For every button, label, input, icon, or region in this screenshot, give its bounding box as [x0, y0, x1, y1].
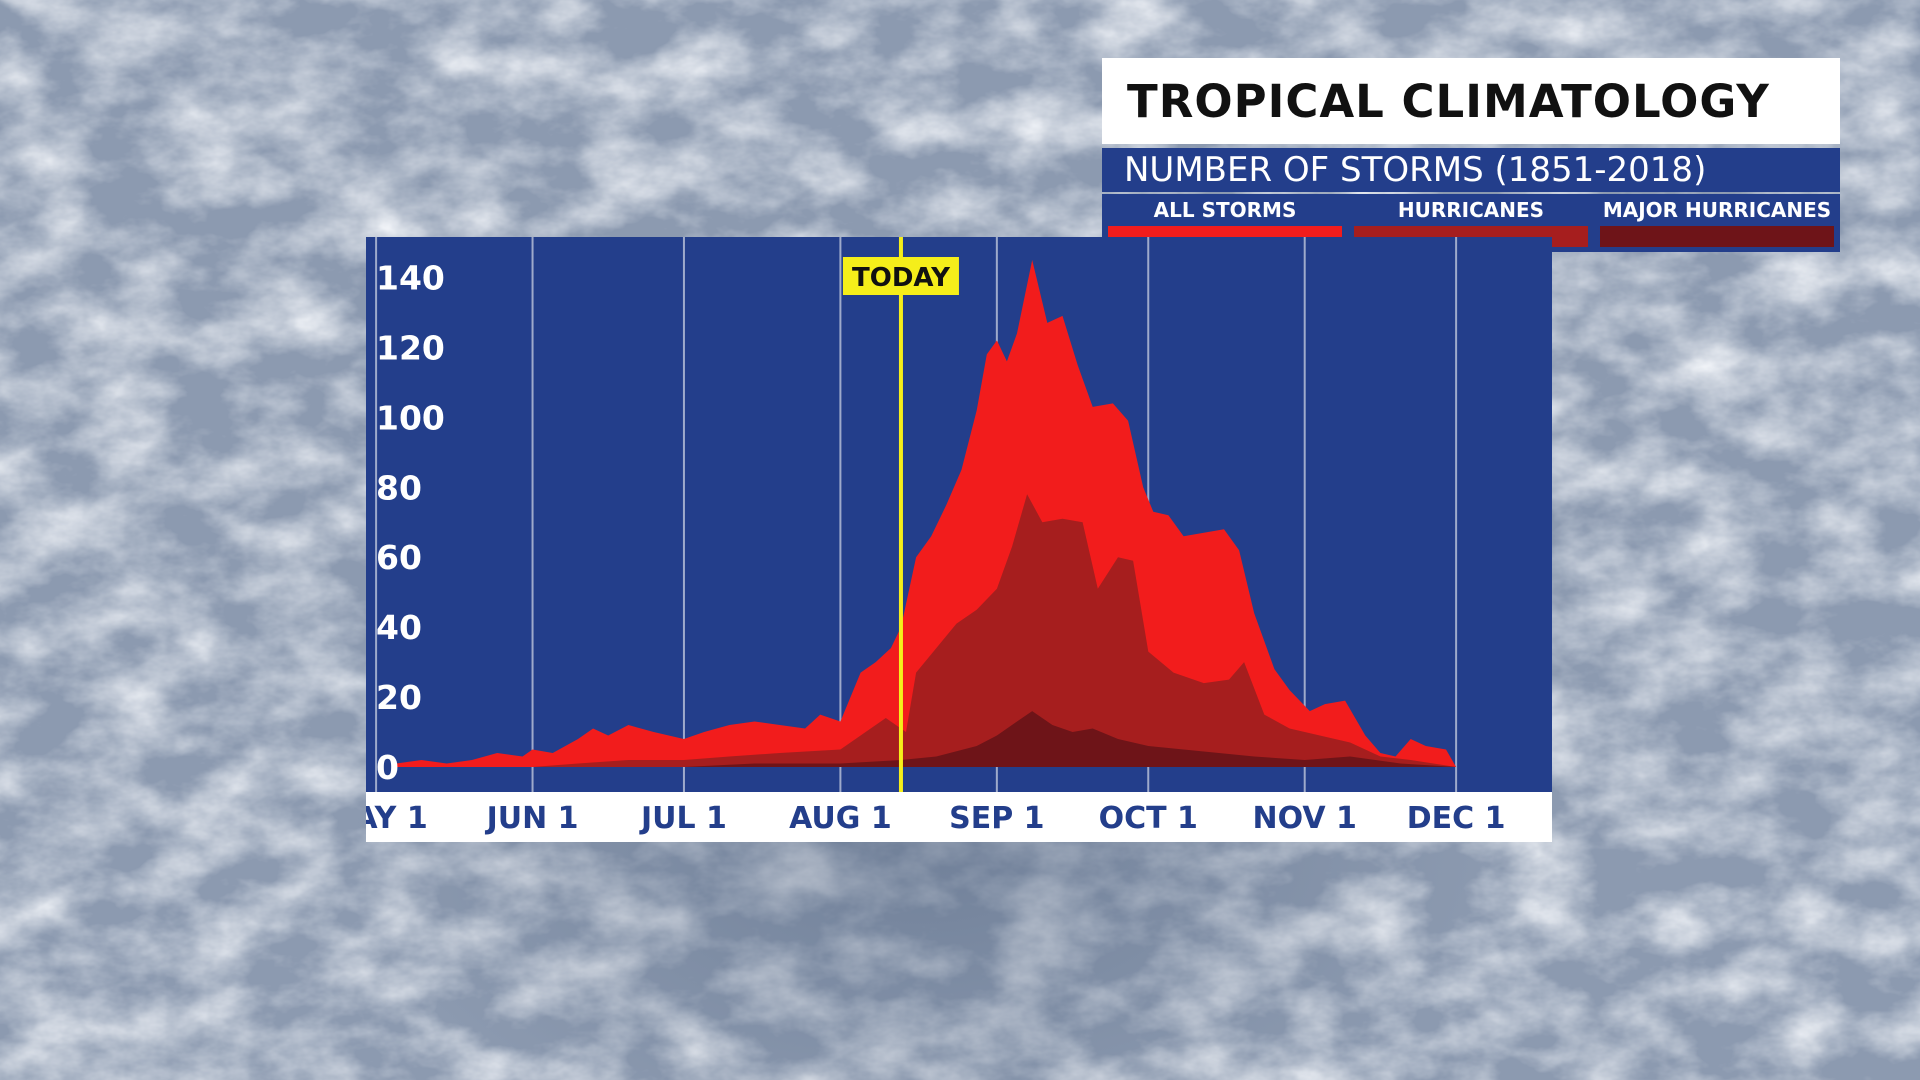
y-tick-label: 80	[376, 468, 422, 507]
y-tick-label: 40	[376, 608, 422, 647]
title-panel: TROPICAL CLIMATOLOGY	[1102, 58, 1840, 144]
x-tick-label: JUL 1	[639, 801, 727, 836]
y-tick-label: 140	[376, 258, 445, 297]
legend-label: MAJOR HURRICANES	[1602, 198, 1832, 222]
x-tick-label: SEP 1	[949, 801, 1044, 836]
legend-item-major-hurricanes: MAJOR HURRICANES	[1594, 194, 1840, 252]
area-chart: TODAY 0 20 40 60 80 100 120 140 MAY 1 JUN 1 JUL 1…	[366, 237, 1552, 836]
y-tick-label: 60	[376, 538, 422, 577]
y-tick-label: 120	[376, 328, 445, 367]
legend-swatch	[1600, 226, 1834, 247]
x-tick-label: NOV 1	[1253, 801, 1357, 836]
x-tick-label: AUG 1	[789, 801, 892, 836]
today-label-background	[842, 257, 959, 295]
series-area-major-hurricanes	[683, 711, 1457, 767]
x-tick-label: JUN 1	[485, 801, 579, 836]
legend-label: ALL STORMS	[1153, 198, 1297, 222]
y-tick-label: 0	[376, 748, 399, 787]
chart-title: TROPICAL CLIMATOLOGY	[1127, 74, 1770, 128]
subtitle-panel: NUMBER OF STORMS (1851-2018)	[1102, 148, 1840, 192]
x-tick-label: MAY 1	[366, 801, 428, 836]
y-tick-label: 100	[376, 398, 445, 437]
x-axis: MAY 1 JUN 1 JUL 1 AUG 1 SEP 1 OCT 1 NOV 1 DEC 1	[366, 801, 1505, 836]
y-axis: 0 20 40 60 80 100 120 140	[376, 258, 445, 787]
y-tick-label: 20	[376, 678, 422, 717]
x-tick-label: OCT 1	[1099, 801, 1198, 836]
x-tick-label: DEC 1	[1407, 801, 1506, 836]
x-axis-bar	[366, 792, 1552, 842]
chart-subtitle: NUMBER OF STORMS (1851-2018)	[1124, 150, 1707, 190]
series-group	[396, 260, 1457, 767]
today-label: TODAY	[852, 263, 951, 293]
series-area-all-storms	[396, 260, 1457, 767]
today-marker: TODAY	[842, 237, 959, 792]
legend-label: HURRICANES	[1397, 198, 1545, 222]
series-area-hurricanes	[532, 494, 1457, 767]
